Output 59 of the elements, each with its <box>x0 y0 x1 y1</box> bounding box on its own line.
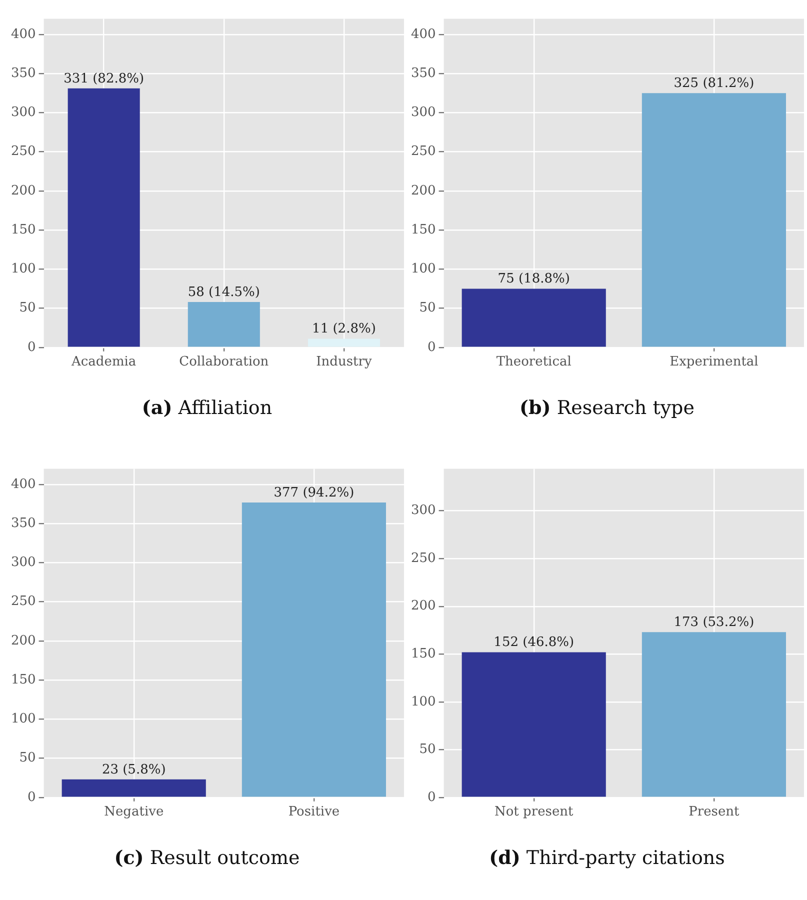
x-tick-label: Experimental <box>670 354 758 370</box>
y-tick-label: 100 <box>10 712 36 727</box>
y-tick-label: 150 <box>410 646 436 662</box>
data-label: 173 (53.2%) <box>674 615 754 630</box>
x-tick-label: Positive <box>288 804 340 820</box>
bar <box>308 338 380 347</box>
y-tick-label: 100 <box>410 694 436 710</box>
y-tick-label: 50 <box>19 300 36 316</box>
data-label: 377 (94.2%) <box>274 485 354 500</box>
y-tick-label: 300 <box>10 105 36 120</box>
y-tick-label: 200 <box>10 633 36 648</box>
bar <box>188 302 260 347</box>
y-tick-label: 50 <box>419 300 436 316</box>
y-tick-label: 300 <box>410 503 436 518</box>
text: (c) Result outcome <box>114 847 300 869</box>
y-tick-label: 50 <box>419 742 436 758</box>
y-tick-label: 250 <box>410 144 436 160</box>
x-tick-label: Not present <box>494 804 574 820</box>
x-tick-label: Industry <box>316 354 372 370</box>
y-tick-label: 50 <box>19 750 36 766</box>
x-tick-label: Collaboration <box>179 354 270 370</box>
data-label: 23 (5.8%) <box>102 762 166 778</box>
data-label: 58 (14.5%) <box>188 284 260 300</box>
x-tick-label: Academia <box>70 354 136 370</box>
text: (a) Affiliation <box>142 397 272 419</box>
y-tick-label: 0 <box>428 790 436 805</box>
y-tick-label: 300 <box>410 105 436 120</box>
y-tick-label: 200 <box>410 183 436 198</box>
y-tick-label: 100 <box>410 262 436 277</box>
y-tick-label: 0 <box>28 790 36 805</box>
y-tick-label: 350 <box>410 66 436 81</box>
data-label: 11 (2.8%) <box>312 322 376 337</box>
y-tick-label: 200 <box>10 183 36 198</box>
text: (d) Third-party citations <box>489 847 725 869</box>
y-tick-label: 250 <box>10 144 36 160</box>
y-tick-label: 400 <box>410 26 436 42</box>
y-tick-label: 350 <box>10 516 36 531</box>
text: (b) Research type <box>520 397 694 419</box>
x-tick-label: Present <box>688 804 740 820</box>
y-tick-label: 350 <box>10 66 36 81</box>
y-tick-label: 300 <box>10 555 36 570</box>
y-tick-label: 250 <box>410 550 436 566</box>
y-tick-label: 400 <box>10 26 36 42</box>
bar <box>68 88 140 347</box>
y-tick-label: 150 <box>410 222 436 238</box>
x-tick-label: Theoretical <box>496 354 572 370</box>
y-tick-label: 150 <box>10 672 36 688</box>
data-label: 75 (18.8%) <box>498 272 570 287</box>
y-tick-label: 250 <box>10 594 36 610</box>
data-label: 331 (82.8%) <box>64 71 144 86</box>
y-tick-label: 0 <box>428 340 436 355</box>
y-tick-label: 0 <box>28 340 36 355</box>
data-label: 325 (81.2%) <box>674 76 754 91</box>
x-tick-label: Negative <box>104 804 164 820</box>
y-tick-label: 400 <box>10 476 36 492</box>
y-tick-label: 150 <box>10 222 36 238</box>
data-label: 152 (46.8%) <box>494 635 574 650</box>
y-tick-label: 100 <box>10 262 36 277</box>
y-tick-label: 200 <box>410 598 436 614</box>
